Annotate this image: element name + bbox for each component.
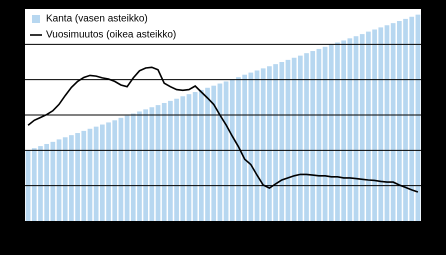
line xyxy=(27,66,419,193)
bar xyxy=(205,87,210,221)
bar xyxy=(304,53,309,221)
bar xyxy=(248,72,254,221)
bar xyxy=(366,31,371,222)
bar xyxy=(180,96,186,221)
bar xyxy=(155,105,161,221)
bar xyxy=(106,122,111,221)
bar xyxy=(335,42,340,221)
bar xyxy=(81,130,87,221)
bar xyxy=(130,113,136,221)
bar xyxy=(87,128,93,221)
bar xyxy=(279,62,285,221)
bar xyxy=(99,124,105,221)
bar xyxy=(75,133,80,221)
bar xyxy=(353,36,359,221)
bar xyxy=(192,92,198,222)
bar xyxy=(186,94,192,221)
bar xyxy=(118,117,124,221)
bar xyxy=(415,14,421,221)
bar xyxy=(285,59,291,221)
bar xyxy=(149,107,155,221)
bar xyxy=(310,51,316,222)
bar xyxy=(254,70,260,221)
bar xyxy=(378,27,384,221)
bar xyxy=(260,68,266,221)
bar xyxy=(384,25,390,222)
bar xyxy=(291,57,297,222)
bar xyxy=(341,40,347,221)
bar xyxy=(112,120,118,221)
bar xyxy=(174,98,179,221)
bar xyxy=(38,146,43,221)
bar xyxy=(322,46,328,221)
bar xyxy=(124,115,130,221)
bar xyxy=(316,48,322,221)
bar xyxy=(93,126,99,221)
bar xyxy=(56,139,62,221)
bar xyxy=(44,143,50,221)
bar xyxy=(403,18,408,221)
bar xyxy=(396,21,402,221)
bar xyxy=(223,81,229,221)
bar xyxy=(273,64,278,222)
bar xyxy=(62,137,68,221)
bar xyxy=(217,83,223,221)
bar xyxy=(372,29,377,222)
bar xyxy=(409,16,415,222)
legend-label: Kanta (vasen asteikko) xyxy=(46,14,148,25)
bar xyxy=(267,66,272,222)
bar xyxy=(198,89,204,221)
bar xyxy=(359,34,365,221)
bar xyxy=(347,38,353,222)
bar xyxy=(69,135,74,221)
legend-label: Vuosimuutos (oikea asteikko) xyxy=(46,30,176,41)
bar xyxy=(137,111,142,221)
bar xyxy=(242,74,248,221)
bar xyxy=(390,23,396,222)
bar xyxy=(211,85,217,221)
bar xyxy=(168,100,173,221)
bar xyxy=(328,44,334,221)
bar xyxy=(50,141,56,221)
bar xyxy=(143,109,149,221)
bar xyxy=(236,77,241,222)
legend-swatch xyxy=(32,15,40,23)
bar xyxy=(161,102,167,221)
bar xyxy=(297,55,303,221)
bar xyxy=(31,148,37,221)
